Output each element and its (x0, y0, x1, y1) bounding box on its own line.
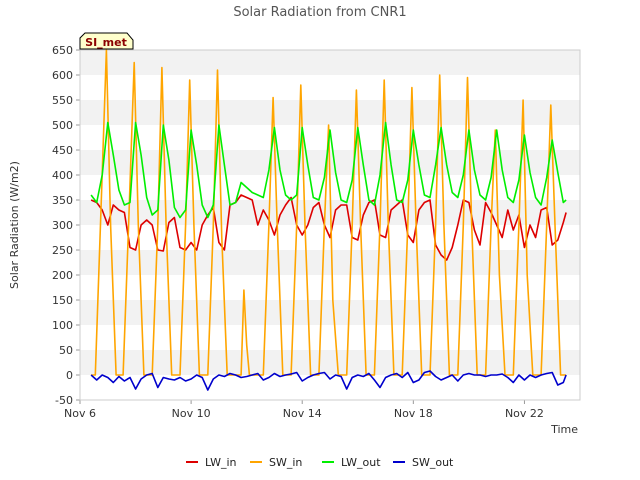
legend-label-sw-out: SW_out (412, 456, 454, 469)
grid-band (80, 100, 580, 125)
y-tick-label: 500 (52, 119, 73, 132)
grid-band (80, 350, 580, 375)
legend: LW_in SW_in LW_out SW_out (186, 456, 454, 469)
series-line-lw-in (90, 194, 567, 261)
grid-band (80, 50, 580, 75)
x-axis-ticks: Nov 6 Nov 10 Nov 14 Nov 18 Nov 22 (64, 400, 544, 420)
y-tick-label: 200 (52, 269, 73, 282)
legend-label-lw-in: LW_in (205, 456, 237, 469)
station-badge-label: SI_met (85, 36, 127, 49)
y-tick-label: 250 (52, 244, 73, 257)
plot-border (79, 49, 581, 401)
grid-band (80, 250, 580, 275)
y-tick-label: 350 (52, 194, 73, 207)
x-tick-label: Nov 22 (505, 407, 544, 420)
y-tick-label: 600 (52, 69, 73, 82)
y-tick-label: 400 (52, 169, 73, 182)
x-tick-label: Nov 14 (283, 407, 322, 420)
station-badge: SI_met (79, 32, 134, 50)
y-axis-label: Solar Radiation (W/m2) (8, 161, 21, 289)
y-tick-label: 300 (52, 219, 73, 232)
series-lines (90, 49, 567, 391)
legend-label-lw-out: LW_out (341, 456, 381, 469)
x-tick-label: Nov 6 (64, 407, 96, 420)
grid-band (80, 300, 580, 325)
legend-label-sw-in: SW_in (269, 456, 302, 469)
y-tick-label: -50 (55, 394, 73, 407)
series-line-lw-out (90, 121, 567, 219)
y-tick-label: 150 (52, 294, 73, 307)
x-axis-label: Time (550, 423, 578, 436)
y-tick-label: 650 (52, 44, 73, 57)
x-tick-label: Nov 10 (172, 407, 211, 420)
y-tick-label: 550 (52, 94, 73, 107)
series-line-sw-in (91, 49, 567, 376)
y-tick-label: 50 (59, 344, 73, 357)
y-tick-label: 100 (52, 319, 73, 332)
y-tick-label: 450 (52, 144, 73, 157)
x-tick-label: Nov 18 (394, 407, 433, 420)
chart-title: Solar Radiation from CNR1 (233, 5, 406, 20)
station-badge-shape (79, 32, 134, 50)
y-axis-ticks: -50 0 50 100 150 200 250 300 350 400 450 500 550 600 6… (52, 44, 80, 407)
series-line-sw-out (90, 370, 567, 391)
y-tick-label: 0 (66, 369, 73, 382)
